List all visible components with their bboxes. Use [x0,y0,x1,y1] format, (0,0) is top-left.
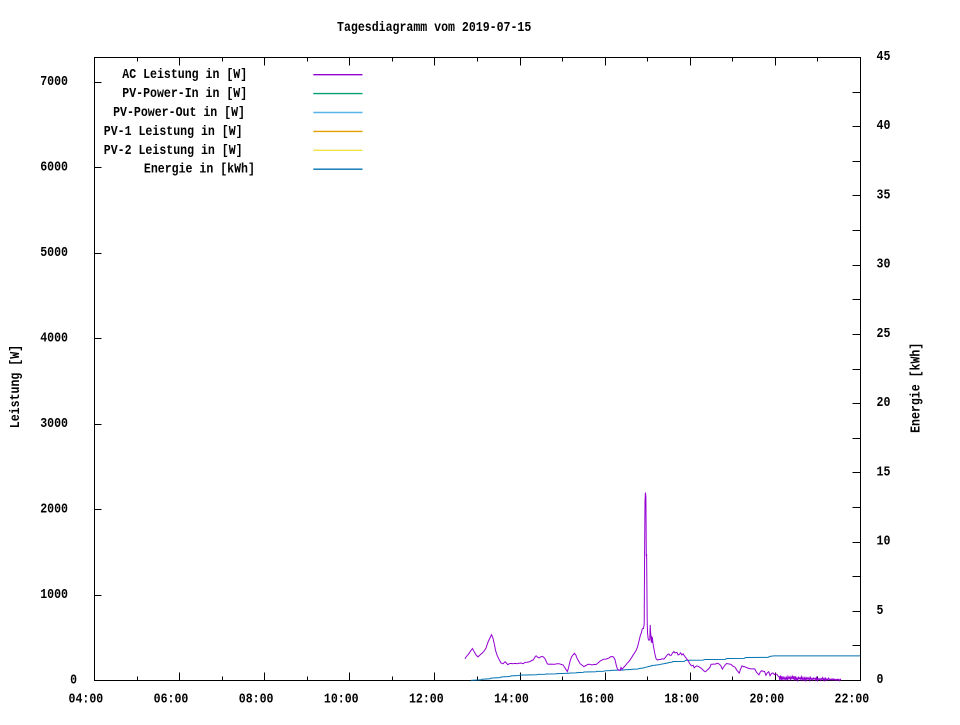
svg-text:Leistung [W]: Leistung [W] [8,345,24,428]
svg-text:6000: 6000 [40,160,68,176]
svg-text:10: 10 [877,534,891,550]
svg-text:0: 0 [70,673,77,689]
svg-text:5: 5 [877,603,884,619]
svg-text:12:00: 12:00 [409,691,444,707]
svg-text:Energie in [kWh]: Energie in [kWh] [144,162,255,178]
svg-text:40: 40 [877,118,891,134]
svg-text:PV-1 Leistung in [W]: PV-1 Leistung in [W] [104,124,243,140]
svg-text:18:00: 18:00 [664,691,699,707]
svg-text:15: 15 [877,464,891,480]
svg-text:AC Leistung in [W]: AC Leistung in [W] [122,67,247,83]
svg-text:PV-Power-In in [W]: PV-Power-In in [W] [122,86,247,102]
svg-text:35: 35 [877,187,891,203]
svg-text:3000: 3000 [40,416,68,432]
svg-text:0: 0 [877,672,884,688]
svg-text:16:00: 16:00 [579,691,614,707]
svg-text:1000: 1000 [40,587,68,603]
svg-text:22:00: 22:00 [835,691,870,707]
svg-text:Energie [kWh]: Energie [kWh] [909,343,925,433]
svg-text:10:00: 10:00 [324,691,359,707]
svg-text:25: 25 [877,326,891,342]
svg-text:7000: 7000 [40,74,68,90]
svg-text:08:00: 08:00 [239,691,274,707]
svg-text:PV-Power-Out in [W]: PV-Power-Out in [W] [113,105,245,121]
svg-text:4000: 4000 [40,331,68,347]
svg-text:2000: 2000 [40,502,68,518]
svg-text:20: 20 [877,395,891,411]
svg-text:06:00: 06:00 [154,691,189,707]
svg-text:14:00: 14:00 [494,691,529,707]
svg-text:PV-2 Leistung in [W]: PV-2 Leistung in [W] [104,143,243,159]
svg-text:Tagesdiagramm vom 2019-07-15: Tagesdiagramm vom 2019-07-15 [337,20,531,36]
svg-text:45: 45 [877,49,891,65]
svg-text:20:00: 20:00 [749,691,784,707]
svg-text:30: 30 [877,257,891,273]
svg-text:04:00: 04:00 [69,691,104,707]
svg-text:5000: 5000 [40,245,68,261]
